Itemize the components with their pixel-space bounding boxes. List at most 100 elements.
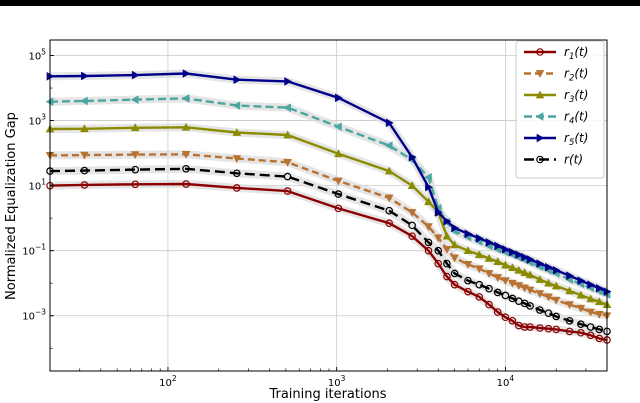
data-point: [463, 261, 473, 269]
data-point: [565, 316, 574, 325]
data-point: [586, 331, 595, 340]
data-point: [565, 301, 574, 310]
data-point: [333, 122, 342, 131]
legend-label: r3(t): [564, 88, 588, 105]
data-point: [233, 169, 241, 178]
data-point: [493, 257, 502, 265]
data-point: [474, 250, 484, 259]
data-point: [442, 245, 452, 254]
data-point: [502, 245, 510, 254]
data-point: [577, 320, 585, 328]
data-point: [501, 313, 510, 322]
data-point: [443, 216, 452, 226]
legend-marker: [536, 48, 544, 56]
series-line: [49, 182, 608, 342]
data-point: [408, 221, 416, 230]
data-point: [545, 262, 553, 272]
data-point: [474, 265, 484, 274]
legend-box: [515, 40, 605, 179]
data-point: [334, 149, 343, 158]
data-point: [425, 182, 433, 192]
data-point: [576, 304, 586, 313]
legend-item: r2(t): [524, 67, 588, 84]
data-point: [81, 71, 89, 81]
data-point: [509, 247, 517, 257]
data-point: [576, 290, 586, 299]
y-tick-label: 101: [28, 178, 46, 193]
data-point: [544, 278, 553, 287]
data-point: [508, 279, 517, 288]
data-point: [233, 184, 241, 192]
data-point: [514, 282, 524, 290]
data-point: [80, 151, 89, 160]
data-point: [334, 204, 343, 213]
legend-marker: [535, 90, 545, 99]
data-point: [515, 250, 524, 260]
data-point: [594, 311, 604, 319]
data-point: [484, 270, 494, 278]
data-point: [475, 280, 484, 289]
data-point: [520, 323, 529, 331]
data-point: [551, 296, 561, 305]
data-point: [535, 275, 545, 283]
data-point: [232, 155, 242, 163]
legend-item: r5(t): [524, 131, 588, 148]
legend-label: r5(t): [564, 131, 588, 148]
x-axis-title: Training iterations: [268, 387, 386, 402]
y-tick-label: 103: [28, 113, 46, 128]
data-point: [232, 101, 241, 110]
legend-item: r4(t): [524, 110, 588, 127]
legend-item: r1(t): [524, 45, 588, 62]
data-point: [520, 284, 529, 293]
data-point: [566, 271, 574, 281]
y-tick-label: 10−1: [22, 243, 46, 258]
top-border: [0, 0, 640, 6]
data-point: [131, 70, 140, 80]
data-point: [464, 229, 473, 239]
data-point: [408, 152, 417, 162]
data-point: [130, 151, 140, 160]
data-point: [233, 75, 242, 85]
legend-item: r(t): [524, 153, 583, 167]
data-point: [595, 283, 604, 293]
data-point: [544, 293, 553, 302]
data-point: [443, 259, 451, 268]
y-tick-label: 10−3: [22, 308, 46, 323]
data-point: [501, 260, 510, 269]
data-point: [587, 280, 596, 290]
data-point: [536, 324, 544, 332]
data-point: [182, 164, 190, 173]
data-point: [485, 300, 493, 309]
data-point: [182, 69, 191, 78]
data-point: [484, 253, 494, 262]
data-point: [424, 223, 433, 232]
data-point: [565, 286, 574, 295]
data-point: [434, 208, 443, 217]
data-point: [283, 187, 292, 195]
series-r-total: [46, 164, 611, 336]
series-r2: [45, 150, 612, 321]
data-point: [520, 268, 529, 277]
data-point: [595, 334, 604, 343]
legend-item: r3(t): [524, 88, 588, 105]
plot-frame: [49, 39, 608, 372]
data-point: [551, 281, 561, 290]
data-point: [514, 265, 524, 274]
legend-label: r1(t): [564, 45, 588, 62]
data-point: [552, 312, 561, 321]
data-point: [450, 240, 459, 249]
data-point: [424, 197, 433, 206]
data-point: [80, 181, 89, 189]
data-point: [424, 238, 433, 247]
data-point: [508, 316, 517, 325]
data-point: [552, 325, 561, 334]
series-r1: [46, 180, 611, 344]
data-point: [384, 194, 394, 203]
data-point: [450, 269, 459, 278]
data-point: [525, 270, 535, 279]
series-line: [49, 167, 608, 333]
data-point: [284, 77, 293, 86]
data-point: [493, 274, 502, 282]
data-point: [525, 286, 535, 295]
data-point: [131, 165, 140, 174]
